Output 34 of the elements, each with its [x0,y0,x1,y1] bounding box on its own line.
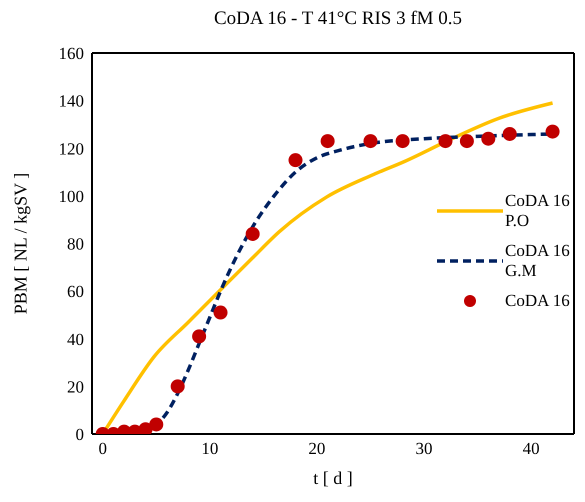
x-tick-label: 0 [98,439,107,458]
point [214,306,228,320]
point [288,153,303,168]
chart-title: CoDA 16 - T 41°C RIS 3 fM 0.5 [212,8,464,30]
x-tick-label: 20 [308,439,326,458]
x-tick-label: 30 [416,439,433,458]
point [460,134,474,148]
point [149,417,164,432]
y-tick-label: 0 [76,425,84,444]
y-axis-title: PBM [ NL / kgSV ] [10,172,30,314]
legend-label: CoDA 16 P.O [505,191,571,231]
point [192,329,206,344]
point [363,134,378,148]
legend-label: CoDA 16 G.M [505,241,571,281]
point [320,134,335,148]
point [396,134,410,148]
x-tick-label: 10 [201,439,218,458]
y-tick-label: 100 [58,186,84,206]
y-tick-label: 20 [67,377,84,396]
y-tick-label: 120 [58,139,84,158]
y-tick-label: 140 [58,92,84,111]
y-tick-label: 40 [67,330,84,349]
point [546,124,560,139]
x-tick-label: 40 [522,439,540,458]
point [502,126,517,141]
legend-label: CoDA 16 [505,291,571,311]
point [246,226,260,241]
y-tick-label: 160 [58,44,84,64]
point [170,379,185,394]
y-tick-label: 60 [67,282,84,302]
point [481,132,496,146]
point [438,134,452,148]
x-axis-title: t [ d ] [313,468,353,488]
y-tick-label: 80 [67,234,84,254]
